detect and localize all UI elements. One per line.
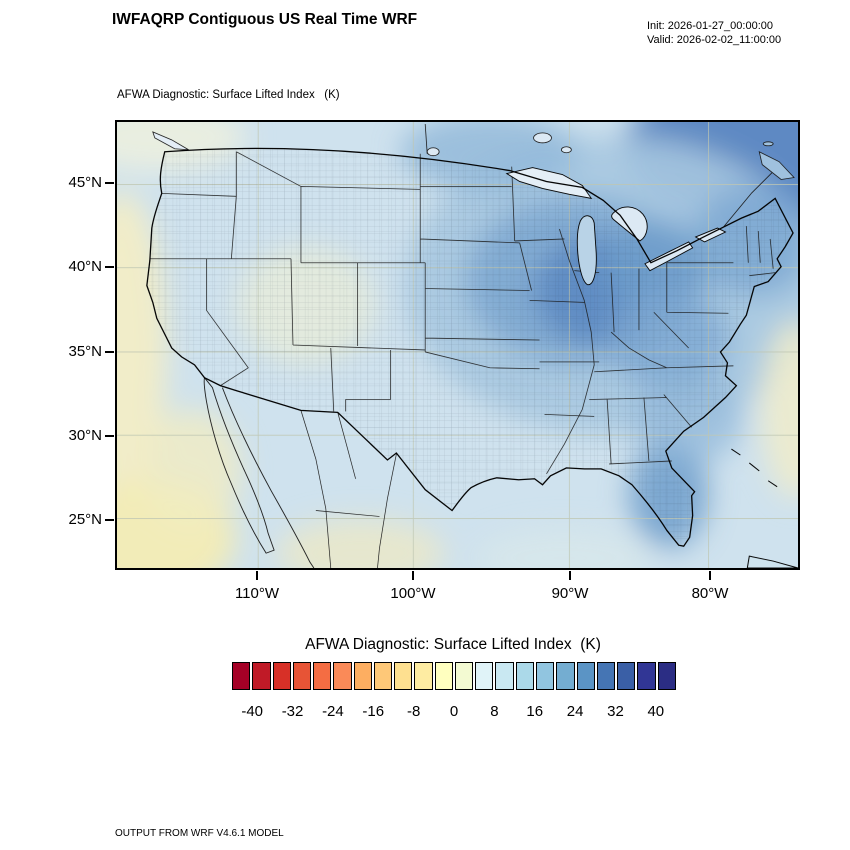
colorbar-cell	[292, 662, 312, 690]
colorbar-cell	[535, 662, 555, 690]
colorbar-title: AFWA Diagnostic: Surface Lifted Index (K…	[305, 636, 601, 653]
conus-map	[117, 122, 798, 568]
colorbar-cell	[333, 662, 352, 690]
colorbar-tick-label: 32	[607, 703, 624, 720]
map-frame	[115, 120, 800, 570]
colorbar-tick-label: 16	[526, 703, 544, 720]
page-title: IWFAQRP Contiguous US Real Time WRF	[112, 11, 418, 28]
run-times: Init: 2026-01-27_00:00:00 Valid: 2026-02…	[647, 19, 781, 47]
colorbar-cell	[373, 662, 393, 690]
colorbar-cell	[353, 662, 372, 690]
colorbar-labels: -40 -32 -24 -16 -8 0 8 16 24 32 40	[232, 703, 676, 721]
colorbar-cell	[232, 662, 251, 690]
colorbar-cell	[454, 662, 474, 690]
colorbar-tick-label: 40	[647, 703, 665, 720]
axis-tick	[412, 571, 414, 580]
colorbar-cell	[434, 662, 453, 690]
axis-tick	[709, 571, 711, 580]
colorbar-tick-label: 24	[566, 703, 584, 720]
y-axis-label-35n: 35°N	[68, 343, 102, 360]
axis-tick	[105, 435, 114, 437]
colorbar-cell	[252, 662, 271, 690]
map-subtitle: AFWA Diagnostic: Surface Lifted Index (K…	[117, 89, 340, 101]
lake-ontario	[694, 227, 727, 243]
colorbar-cell	[475, 662, 494, 690]
axis-tick	[256, 571, 258, 580]
colorbar-tick-label: -16	[362, 703, 385, 720]
colorbar-tick-label: 8	[490, 703, 499, 720]
colorbar-tick-label: -40	[241, 703, 264, 720]
y-axis-label-30n: 30°N	[68, 427, 102, 444]
colorbar-cell	[617, 662, 636, 690]
axis-tick	[105, 351, 114, 353]
model-footer: OUTPUT FROM WRF V4.6.1 MODEL WE = 580 ; …	[115, 803, 508, 850]
axis-tick	[569, 571, 571, 580]
x-axis-label-80w: 80°W	[691, 585, 729, 602]
x-axis-label-100w: 100°W	[390, 585, 436, 602]
colorbar-cell	[495, 662, 514, 690]
us-outline	[146, 147, 794, 547]
islands	[731, 448, 798, 568]
colorbar-tick-label: -24	[322, 703, 344, 720]
colorbar-cells	[232, 662, 676, 690]
colorbar-cell	[515, 662, 534, 690]
colorbar-cell	[657, 662, 676, 690]
colorbar-cell	[394, 662, 413, 690]
y-axis-label-45n: 45°N	[68, 174, 102, 191]
x-axis-label-110w: 110°W	[234, 585, 280, 602]
colorbar-tick-label: -32	[281, 703, 304, 720]
init-time-label: Init: 2026-01-27_00:00:00	[647, 20, 773, 32]
valid-time-label: Valid: 2026-02-02_11:00:00	[647, 34, 782, 46]
mexico-boundaries	[203, 376, 397, 568]
footer-line-1: OUTPUT FROM WRF V4.6.1 MODEL	[115, 828, 284, 839]
state-boundaries	[149, 151, 776, 475]
colorbar-cell	[313, 662, 332, 690]
y-axis-label-25n: 25°N	[68, 511, 102, 528]
colorbar-tick-label: -8	[406, 703, 421, 720]
colorbar-cell	[414, 662, 433, 690]
colorbar-tick-label: 0	[449, 703, 459, 720]
lake-michigan	[576, 215, 597, 286]
colorbar-cell	[596, 662, 616, 690]
axis-tick	[105, 519, 114, 521]
axis-tick	[105, 266, 114, 268]
colorbar-cell	[637, 662, 656, 690]
colorbar-cell	[576, 662, 595, 690]
colorbar-cell	[272, 662, 291, 690]
y-axis-label-40n: 40°N	[68, 258, 102, 275]
colorbar-cell	[556, 662, 575, 690]
canada-boundaries	[152, 123, 795, 228]
x-axis-label-90w: 90°W	[551, 585, 589, 602]
axis-tick	[105, 182, 114, 184]
